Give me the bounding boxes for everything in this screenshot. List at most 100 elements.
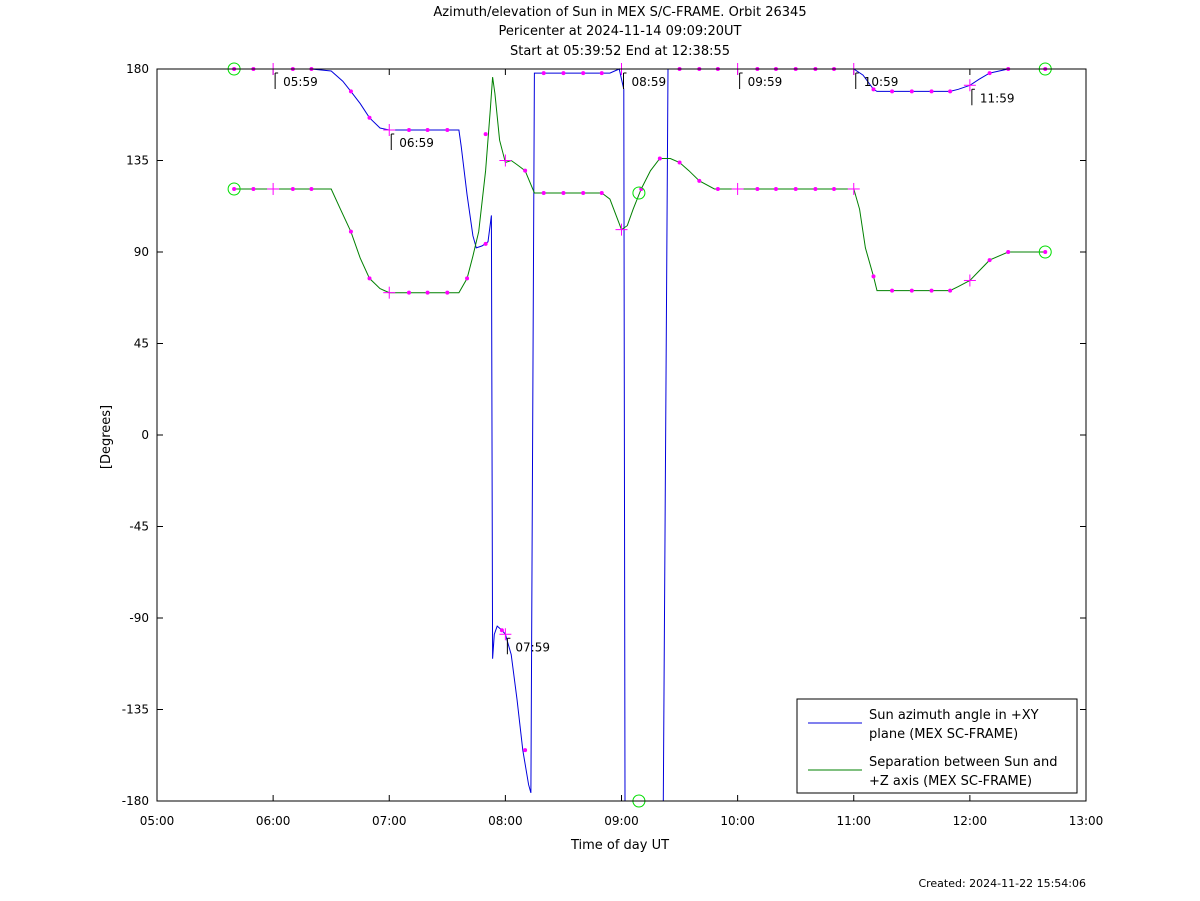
data-point-marker [581,191,586,196]
data-point-marker [367,276,372,281]
data-point-marker [697,178,702,183]
annotation-label: 11:59 [980,91,1015,105]
endpoint-circle [227,182,241,196]
y-tick-label: 135 [126,154,149,168]
data-point-marker [755,186,760,191]
y-axis-label: [Degrees] [99,405,114,469]
legend-label-separation: +Z axis (MEX SC-FRAME) [869,774,1032,789]
time-annotation: 10:59 [855,72,899,89]
x-tick-label: 07:00 [372,814,407,828]
time-annotation: 05:59 [274,72,318,89]
time-annotation: 07:59 [506,637,550,655]
data-point-marker [890,288,895,293]
time-annotation: 11:59 [971,88,1015,106]
data-point-marker [541,71,546,76]
data-point-marker [832,186,837,191]
hour-cross-marker [615,223,628,236]
data-point-marker [499,628,504,633]
x-tick-label: 08:00 [488,814,523,828]
annotation-label: 09:59 [748,75,783,89]
annotation-label: 10:59 [864,75,899,89]
y-tick-label: -135 [122,703,149,717]
annotation-label: 06:59 [399,136,434,150]
hour-cross-marker [383,124,396,136]
data-point-marker [561,71,566,76]
data-point-marker [541,191,546,196]
data-point-marker [773,186,778,191]
data-point-marker [425,290,430,295]
y-tick-label: -180 [122,794,149,808]
data-point-marker [929,89,934,94]
hour-cross-marker [383,286,396,299]
data-point-marker [290,186,295,191]
separation-series-line [234,77,1046,294]
data-point-marker [909,288,914,293]
data-point-marker [871,274,876,279]
time-annotation: 08:59 [623,72,666,89]
hour-cross-marker [731,182,744,195]
data-point-marker [657,156,662,161]
hour-cross-marker [499,628,512,641]
legend: Sun azimuth angle in +XY plane (MEX SC-FR… [796,698,1078,794]
data-point-marker [445,128,450,132]
created-timestamp: Created: 2024-11-22 15:54:06 [918,877,1086,890]
data-point-marker [599,191,604,196]
data-point-marker [677,160,682,165]
legend-label-azimuth: Sun azimuth angle in +XY [869,708,1039,723]
annotation-label: 07:59 [515,640,550,654]
data-point-marker [232,186,237,191]
data-point-marker [948,288,953,293]
data-point-marker [251,186,256,191]
hour-cross-marker [267,182,280,195]
data-point-marker [599,71,604,76]
endpoint-circle [632,186,646,200]
hour-cross-marker [963,79,976,92]
data-point-marker [871,87,876,92]
chart-title: Azimuth/elevation of Sun in MEX S/C-FRAM… [433,5,807,20]
data-point-marker [987,71,992,76]
data-point-marker [406,290,411,295]
data-point-marker [1043,250,1048,254]
time-annotation: 09:59 [739,72,783,89]
data-point-marker [406,128,411,132]
y-tick-label: 180 [126,62,149,76]
chart-subtitle-pericenter: Pericenter at 2024-11-14 09:09:20UT [498,24,742,39]
data-point-marker [523,168,528,173]
data-point-marker [483,132,488,137]
data-point-marker [909,89,914,94]
annotation-label: 05:59 [283,75,318,89]
y-tick-label: -45 [129,520,149,534]
data-point-marker [445,290,450,295]
data-point-marker [1006,250,1011,254]
x-axis-label: Time of day UT [570,838,669,853]
data-point-marker [813,186,818,191]
data-point-marker [987,258,992,263]
data-point-marker [948,89,953,94]
data-point-marker [309,186,314,191]
data-point-marker [348,229,353,234]
y-tick-label: -90 [129,611,149,625]
legend-label-azimuth: plane (MEX SC-FRAME) [869,727,1018,742]
data-point-marker [425,128,430,132]
x-tick-label: 13:00 [1069,814,1104,828]
data-point-marker [367,115,372,120]
data-point-marker [348,89,353,94]
y-tick-label: 90 [134,245,149,259]
data-point-marker [523,748,528,753]
x-tick-label: 12:00 [953,814,988,828]
x-tick-label: 06:00 [256,814,291,828]
y-tick-label: 0 [141,428,149,442]
x-tick-label: 10:00 [720,814,755,828]
data-point-marker [483,241,488,246]
endpoint-circle [1038,245,1052,259]
legend-box [796,698,1078,794]
azimuth-series-line [234,68,1046,802]
data-point-marker [561,191,566,196]
hour-cross-marker [963,274,976,287]
hour-cross-marker [847,182,860,195]
x-tick-label: 11:00 [836,814,871,828]
chart-subtitle-start-end: Start at 05:39:52 End at 12:38:55 [509,44,731,59]
x-tick-label: 05:00 [140,814,175,828]
data-point-marker [715,186,720,191]
